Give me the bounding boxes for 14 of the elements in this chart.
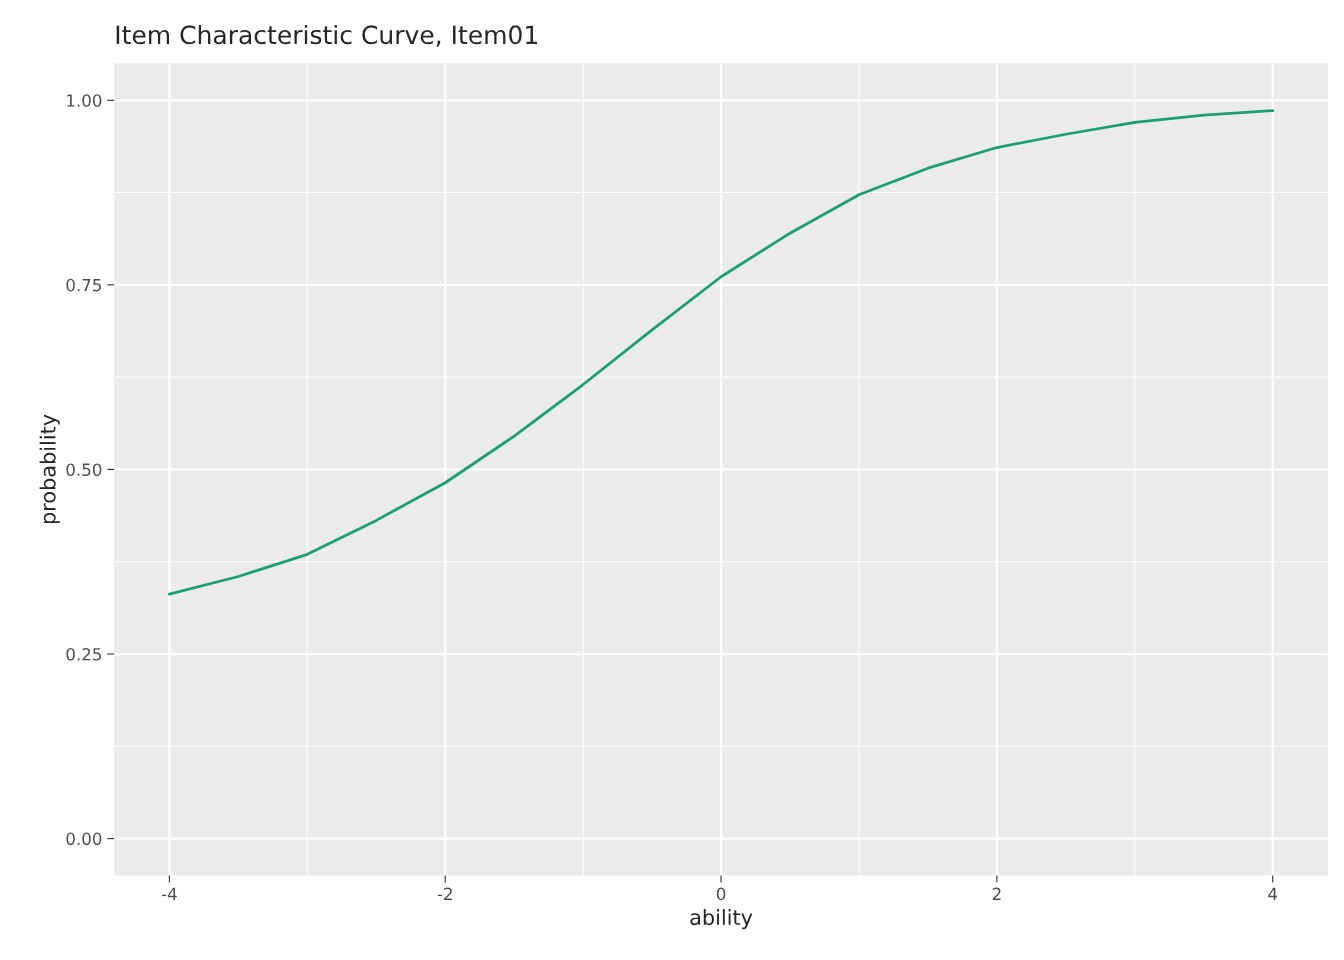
x-tick-label: 0 xyxy=(716,887,726,901)
y-tick-label: 1.00 xyxy=(67,94,102,107)
y-axis-title: probability xyxy=(39,414,60,524)
y-tick-label: 0.75 xyxy=(66,278,101,292)
x-tick-label: -4 xyxy=(161,887,177,900)
y-tick-label: 0.25 xyxy=(66,647,101,661)
x-tick-label: 4 xyxy=(1268,887,1278,900)
x-tick-label: 2 xyxy=(992,887,1001,900)
x-tick-label: -2 xyxy=(437,887,452,900)
y-tick-label: 0.00 xyxy=(66,832,102,846)
x-axis-title: ability xyxy=(690,909,753,930)
chart-title: Item Characteristic Curve, Item01 xyxy=(116,24,537,47)
line-series xyxy=(168,109,1275,596)
y-tick-label: 0.50 xyxy=(66,463,102,477)
